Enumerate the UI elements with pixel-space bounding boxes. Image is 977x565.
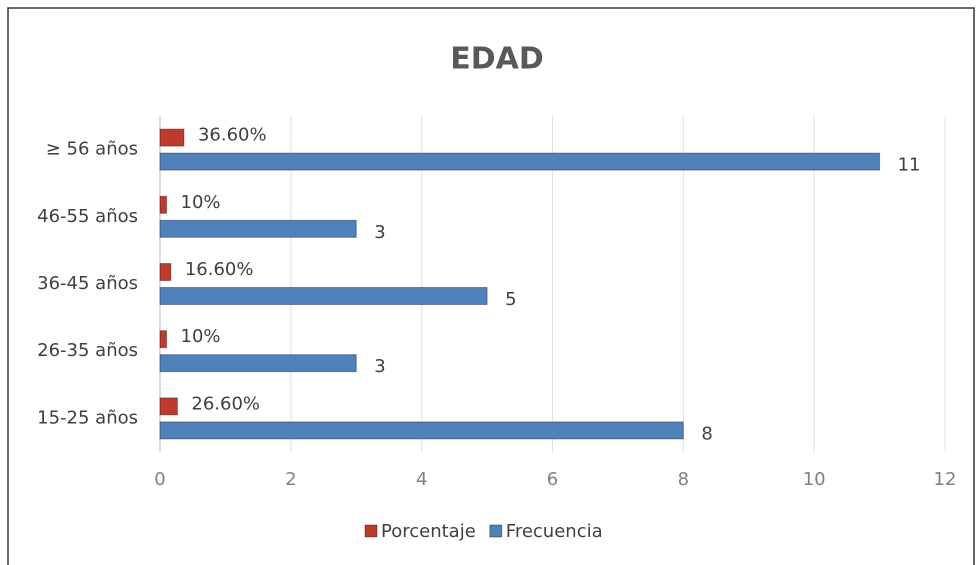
- data-label: 10%: [181, 326, 221, 347]
- bar: [159, 128, 185, 147]
- y-tick-label: 36-45 años: [37, 273, 138, 294]
- x-tick-label: 2: [285, 469, 296, 490]
- legend-label: Porcentaje: [381, 521, 476, 542]
- bar: [159, 219, 357, 238]
- data-label: 3: [374, 356, 385, 377]
- x-tick-label: 8: [678, 469, 689, 490]
- bar: [159, 152, 881, 171]
- y-tick-label: ≥ 56 años: [46, 139, 138, 160]
- data-label: 26.60%: [191, 393, 260, 414]
- x-tick-label: 0: [154, 469, 165, 490]
- x-tick-label: 10: [803, 469, 826, 490]
- data-label: 5: [505, 289, 516, 310]
- chart-title: EDAD: [450, 42, 544, 77]
- legend-label: Frecuencia: [506, 521, 603, 542]
- legend-swatch: [489, 524, 503, 538]
- x-tick-label: 12: [934, 469, 957, 490]
- chart-frame: [7, 7, 975, 565]
- x-tick-label: 6: [547, 469, 558, 490]
- data-label: 8: [701, 423, 712, 444]
- bar: [159, 195, 168, 214]
- bar: [159, 354, 357, 373]
- data-label: 3: [374, 222, 385, 243]
- data-label: 10%: [181, 192, 221, 213]
- legend-swatch: [364, 524, 378, 538]
- data-label: 16.60%: [185, 259, 254, 280]
- bar: [159, 287, 488, 305]
- y-tick-label: 15-25 años: [37, 407, 138, 428]
- bar: [159, 263, 172, 281]
- bar: [159, 330, 168, 349]
- bar: [159, 421, 684, 440]
- data-label: 11: [898, 155, 921, 176]
- x-tick-label: 4: [416, 469, 427, 490]
- data-label: 36.60%: [198, 125, 267, 146]
- bar: [159, 397, 178, 416]
- y-tick-label: 46-55 años: [37, 206, 138, 227]
- y-tick-label: 26-35 años: [37, 340, 138, 361]
